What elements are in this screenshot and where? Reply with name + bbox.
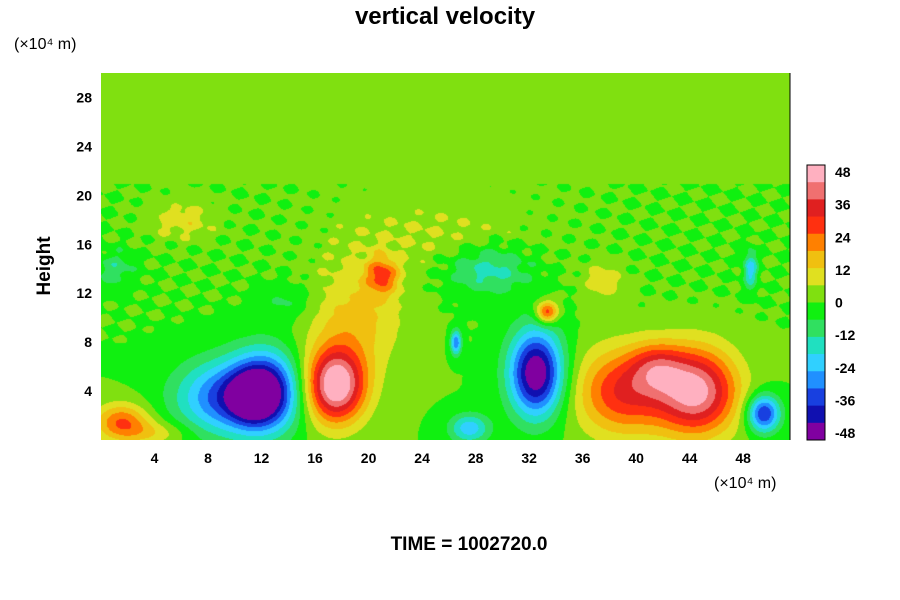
chart-title: vertical velocity [355,3,536,30]
x-tick-label: 48 [735,450,751,466]
x-tick-label: 40 [628,450,644,466]
x-tick-label: 32 [521,450,537,466]
x-tick-label: 16 [307,450,323,466]
colorbar-swatch [807,302,825,321]
colorbar-tick-label: 24 [835,229,851,245]
y-tick-label: 16 [76,236,92,252]
x-axis-ticks: 4 8 12 16 20 24 28 32 36 40 44 48 [151,450,752,466]
colorbar-swatch [807,165,825,183]
x-tick-label: 36 [575,450,591,466]
y-axis-label: Height [34,236,55,296]
colorbar-swatch [807,388,825,407]
x-tick-label: 12 [254,450,270,466]
colorbar-swatch [807,285,825,303]
y-tick-label: 12 [76,285,92,301]
colorbar-tick-label: 48 [835,164,851,180]
colorbar-swatch [807,233,825,252]
colorbar-swatch [807,422,825,441]
y-axis-ticks: 4 8 12 16 20 24 28 [76,89,92,399]
x-tick-label: 28 [468,450,484,466]
y-tick-label: 20 [76,187,92,203]
colorbar-tick-label: -36 [835,392,855,408]
colorbar-tick-label: 0 [835,295,843,311]
x-tick-label: 4 [151,450,159,466]
colorbar-tick-label: -12 [835,327,855,343]
velocity-heatmap [101,73,790,440]
y-tick-label: 4 [84,383,92,399]
colorbar-swatch [807,250,825,269]
y-axis-unit: (×10⁴ m) [14,36,76,53]
colorbar-swatch [807,354,825,372]
colorbar-tick-label: 36 [835,197,851,213]
y-tick-label: 28 [76,89,92,105]
colorbar-swatch [807,182,825,200]
colorbar-swatch [807,216,825,235]
colorbar: 48 36 24 12 0 -12 -24 -36 -48 [806,164,855,441]
y-tick-label: 24 [76,138,92,154]
colorbar-tick-label: -24 [835,360,855,376]
colorbar-swatch [807,405,825,424]
colorbar-tick-label: -48 [835,425,855,441]
colorbar-swatch [807,268,825,286]
plot-area [101,73,791,440]
x-axis-unit: (×10⁴ m) [714,475,776,492]
colorbar-swatch [807,319,825,338]
x-tick-label: 44 [682,450,698,466]
colorbar-swatch [807,371,825,389]
colorbar-swatch [807,199,825,218]
time-label: TIME = 1002720.0 [391,534,548,555]
x-tick-label: 8 [204,450,212,466]
colorbar-frame [806,164,826,441]
colorbar-swatch [807,336,825,355]
colorbar-tick-label: 12 [835,262,851,278]
x-tick-label: 20 [361,450,377,466]
y-tick-label: 8 [84,334,92,350]
x-tick-label: 24 [414,450,430,466]
